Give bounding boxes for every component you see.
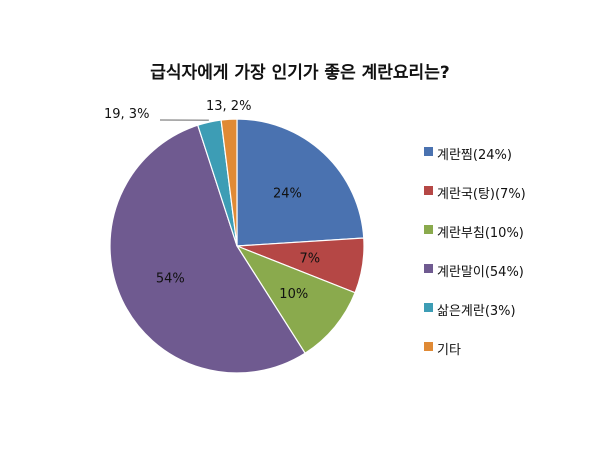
legend-label-2: 계란부침(10%) — [437, 226, 524, 241]
legend-swatch-3 — [424, 264, 433, 273]
legend-label-1: 계란국(탕)(7%) — [437, 187, 526, 202]
legend-swatch-2 — [424, 225, 433, 234]
legend-swatch-1 — [424, 186, 433, 195]
legend-swatch-0 — [424, 147, 433, 156]
chart-title: 급식자에게 가장 인기가 좋은 계란요리는? — [150, 63, 450, 83]
legend-label-5: 기타 — [437, 343, 461, 358]
pie-slice-2 — [235, 244, 356, 355]
legend-label-0: 계란찜(24%) — [437, 148, 512, 163]
slice-label-1: 7% — [299, 252, 320, 267]
slice-label-5: 13, 2% — [206, 99, 251, 114]
slice-label-4: 19, 3% — [104, 107, 149, 122]
slice-label-2: 10% — [279, 287, 308, 302]
slice-label-0: 24% — [273, 186, 302, 201]
legend-label-4: 삶은계란(3%) — [437, 304, 516, 319]
legend-label-3: 계란말이(54%) — [437, 265, 524, 280]
slice-label-3: 54% — [156, 271, 185, 286]
legend-swatch-5 — [424, 342, 433, 351]
legend-swatch-4 — [424, 303, 433, 312]
pie-slice-3 — [109, 124, 306, 374]
pie-slice-0 — [236, 118, 365, 247]
pie-slice-5 — [220, 118, 238, 247]
